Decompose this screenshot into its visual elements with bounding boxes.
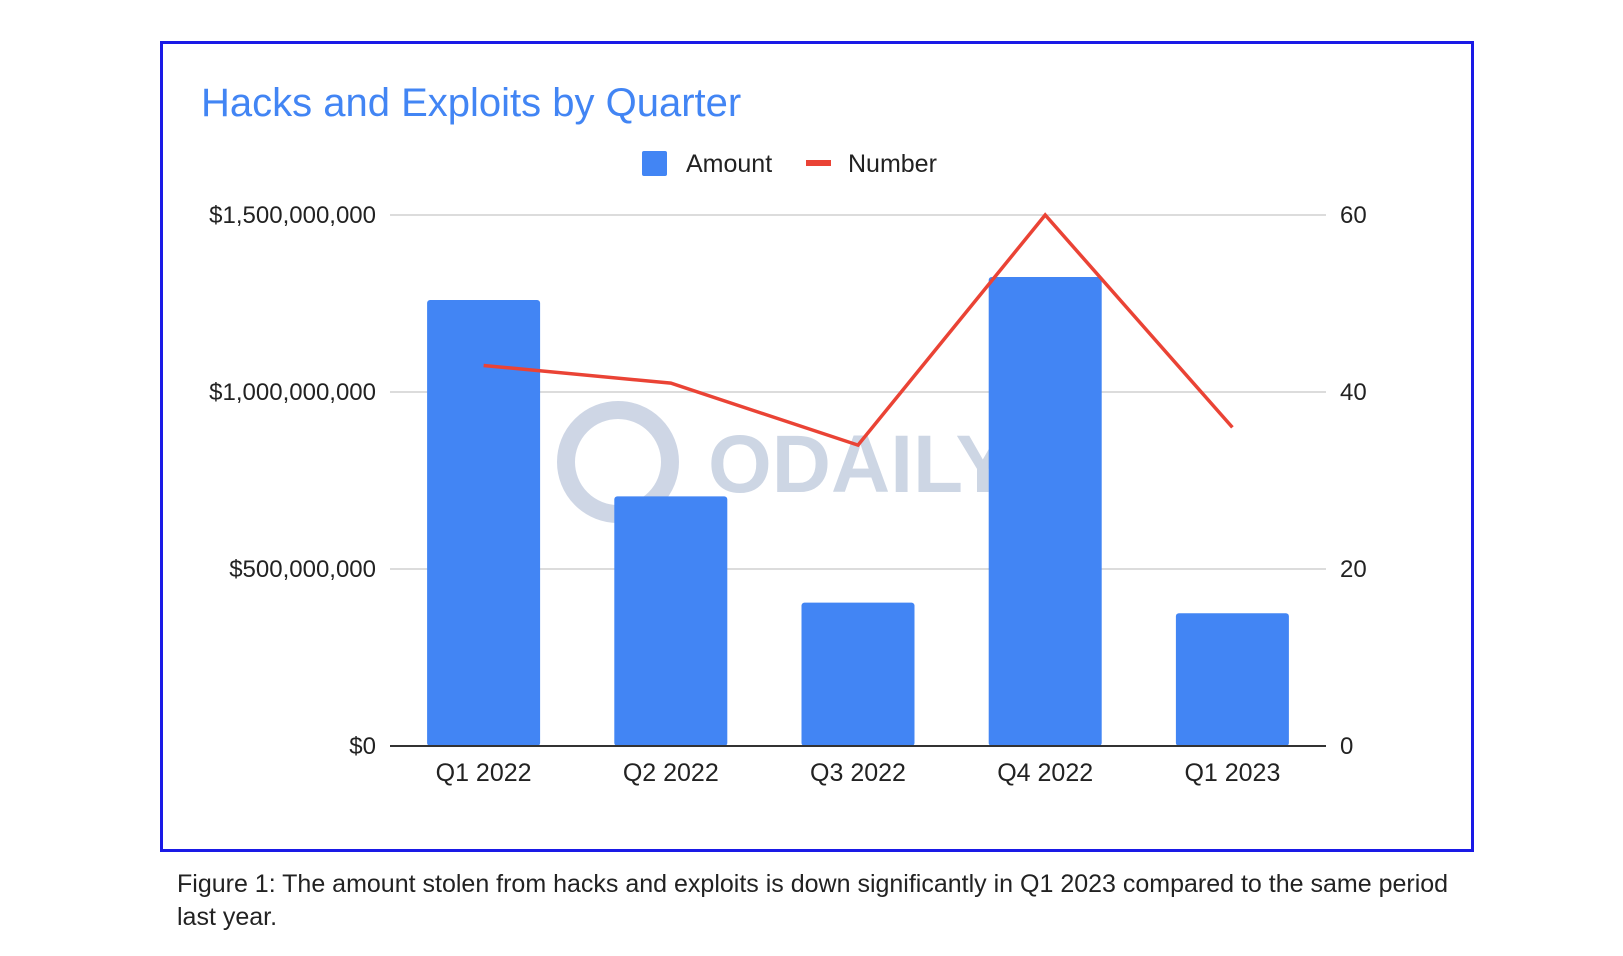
x-axis: Q1 2022 Q2 2022 Q3 2022 Q4 2022 Q1 2023: [390, 745, 1326, 787]
y-tick-label-left: $1,500,000,000: [209, 202, 376, 229]
y-tick-label-right: 0: [1340, 733, 1353, 760]
chart-title: Hacks and Exploits by Quarter: [201, 81, 741, 125]
y-tick-label-left: $500,000,000: [229, 556, 376, 583]
number-series-line: [483, 212, 1234, 448]
x-tick-label: Q1 2022: [436, 759, 532, 787]
y-tick-label-right: 20: [1340, 556, 1367, 583]
bar-q2-2022: [614, 496, 728, 746]
y-axis-left: $0 $500,000,000 $1,000,000,000 $1,500,000,0…: [209, 202, 376, 760]
legend-swatch-amount: [642, 151, 667, 176]
x-tick-label: Q1 2023: [1184, 759, 1280, 787]
chart: Hacks and Exploits by Quarter Amount Num…: [201, 81, 1367, 787]
x-tick-label: Q2 2022: [623, 759, 719, 787]
x-tick-label: Q4 2022: [997, 759, 1093, 787]
y-tick-label-left: $1,000,000,000: [209, 379, 376, 406]
bar-q3-2022: [801, 602, 915, 746]
bar-q1-2022: [427, 299, 541, 746]
bar-q4-2022: [988, 276, 1102, 746]
y-tick-label-left: $0: [349, 733, 376, 760]
legend-swatch-number: [806, 160, 831, 166]
chart-frame: Hacks and Exploits by Quarter Amount Num…: [160, 41, 1474, 852]
figure-caption: Figure 1: The amount stolen from hacks a…: [177, 870, 1449, 931]
x-tick-label: Q3 2022: [810, 759, 906, 787]
bar-q1-2023: [1175, 613, 1289, 746]
legend-label-number: Number: [848, 150, 937, 178]
y-tick-label-right: 60: [1340, 202, 1367, 229]
bars: [427, 276, 1289, 746]
legend: Amount Number: [642, 150, 937, 178]
watermark-text: ODAILY: [708, 419, 1010, 510]
y-tick-label-right: 40: [1340, 379, 1367, 406]
gridlines: [390, 214, 1326, 570]
number-line: [483, 212, 1234, 448]
y-axis-right: 0 20 40 60: [1340, 202, 1367, 760]
legend-label-amount: Amount: [686, 150, 772, 178]
